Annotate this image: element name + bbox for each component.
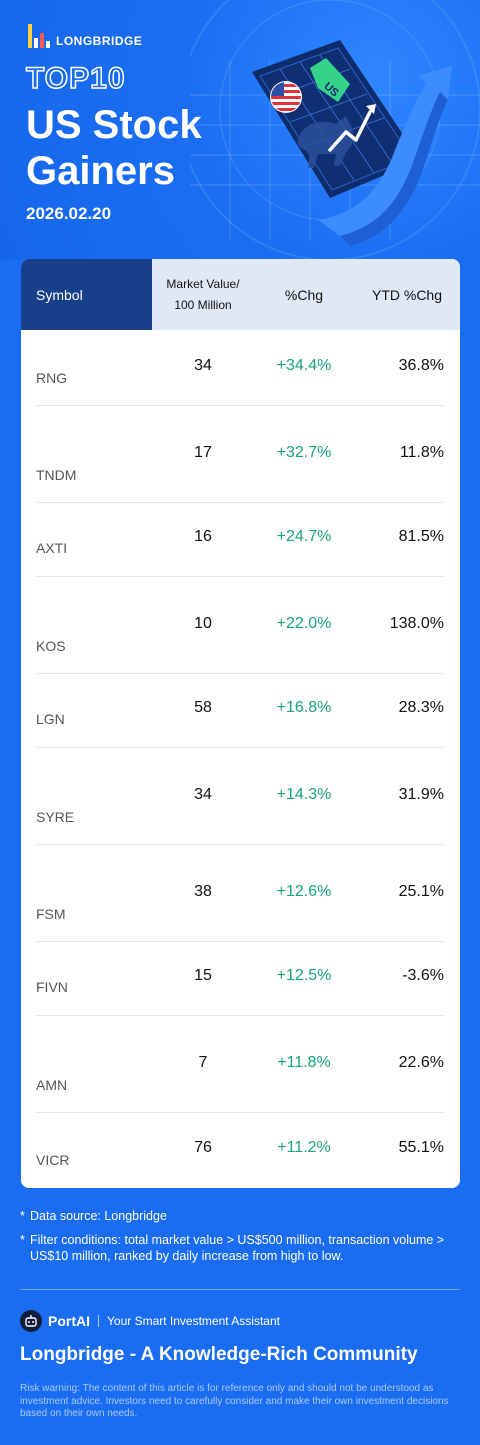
row-divider bbox=[36, 1015, 444, 1016]
gainers-table: Symbol Market Value/ 100 Million %Chg YT… bbox=[21, 259, 460, 1188]
row-ytd: 31.9% bbox=[398, 786, 444, 803]
row-chg: +32.7% bbox=[276, 444, 332, 461]
row-divider bbox=[36, 576, 444, 577]
row-symbol: TNDM bbox=[36, 467, 77, 483]
row-ytd: 28.3% bbox=[398, 699, 444, 716]
row-ytd: 22.6% bbox=[398, 1054, 444, 1071]
portai-name: PortAI bbox=[48, 1313, 90, 1329]
row-divider bbox=[36, 941, 444, 942]
table-row: KOS 10 +22.0% 138.0% bbox=[21, 577, 460, 674]
row-divider bbox=[36, 405, 444, 406]
row-chg: +24.7% bbox=[276, 528, 332, 545]
table-row: FIVN 15 +12.5% -3.6% bbox=[21, 942, 460, 1016]
brand: LONGBRIDGE bbox=[28, 24, 142, 48]
row-market-value: 15 bbox=[194, 967, 212, 984]
row-symbol: FSM bbox=[36, 906, 66, 922]
row-market-value: 58 bbox=[194, 699, 212, 716]
row-ytd: 81.5% bbox=[398, 528, 444, 545]
row-chg: +12.6% bbox=[276, 883, 332, 900]
row-chg: +22.0% bbox=[276, 615, 332, 632]
table-row: SYRE 34 +14.3% 31.9% bbox=[21, 748, 460, 845]
filter-conditions-note: * Filter conditions: total market value >… bbox=[20, 1233, 445, 1263]
row-ytd: 36.8% bbox=[398, 357, 444, 374]
rising-ribbon bbox=[318, 66, 452, 246]
column-header-ytd: YTD %Chg bbox=[371, 286, 443, 303]
row-symbol: RNG bbox=[36, 370, 68, 386]
row-chg: +16.8% bbox=[276, 699, 332, 716]
table-row: LGN 58 +16.8% 28.3% bbox=[21, 674, 460, 748]
portai-banner[interactable]: PortAI Your Smart Investment Assistant bbox=[20, 1310, 280, 1332]
row-market-value: 76 bbox=[194, 1139, 212, 1156]
risk-warning: Risk warning: The content of this articl… bbox=[20, 1383, 449, 1419]
row-chg: +12.5% bbox=[276, 967, 332, 984]
brand-name: LONGBRIDGE bbox=[56, 34, 143, 48]
community-slogan: Longbridge - A Knowledge-Rich Community bbox=[20, 1344, 418, 1365]
row-ytd: 11.8% bbox=[399, 444, 444, 461]
row-ytd: -3.6% bbox=[402, 967, 444, 984]
up-arrow-icon bbox=[328, 104, 376, 152]
table-row: RNG 34 +34.4% 36.8% bbox=[21, 330, 460, 406]
row-market-value: 38 bbox=[194, 883, 212, 900]
bull-icon bbox=[297, 116, 354, 168]
portai-tagline: Your Smart Investment Assistant bbox=[107, 1314, 280, 1328]
table-header: Symbol Market Value/ 100 Million %Chg YT… bbox=[21, 259, 460, 330]
row-ytd: 55.1% bbox=[398, 1139, 444, 1156]
column-header-symbol: Symbol bbox=[21, 259, 152, 330]
row-ytd: 25.1% bbox=[398, 883, 444, 900]
row-symbol: FIVN bbox=[36, 979, 68, 995]
hero-illustration: US bbox=[190, 0, 480, 260]
title-line-2: Gainers bbox=[26, 149, 175, 193]
row-chg: +14.3% bbox=[276, 786, 332, 803]
row-symbol: LGN bbox=[36, 711, 65, 727]
column-header-market-value: Market Value/ 100 Million bbox=[166, 276, 240, 312]
row-market-value: 34 bbox=[194, 786, 212, 803]
table-row: FSM 38 +12.6% 25.1% bbox=[21, 845, 460, 942]
row-divider bbox=[36, 844, 444, 845]
row-ytd: 138.0% bbox=[389, 615, 444, 632]
row-market-value: 34 bbox=[194, 357, 212, 374]
row-divider bbox=[36, 502, 444, 503]
row-market-value: 7 bbox=[198, 1054, 208, 1071]
footnotes: * Data source: Longbridge * Filter conditi… bbox=[20, 1208, 460, 1272]
portai-icon bbox=[20, 1310, 42, 1332]
table-row: AXTI 16 +24.7% 81.5% bbox=[21, 503, 460, 577]
hero-banner: LONGBRIDGE TOP10 US Stock Gainers 2026.0… bbox=[0, 0, 480, 260]
row-chg: +11.8% bbox=[277, 1054, 331, 1071]
row-divider bbox=[36, 747, 444, 748]
table-row: VICR 76 +11.2% 55.1% bbox=[21, 1113, 460, 1188]
row-chg: +34.4% bbox=[276, 357, 332, 374]
row-market-value: 17 bbox=[194, 444, 212, 461]
row-market-value: 16 bbox=[194, 528, 212, 545]
page-title: US Stock Gainers bbox=[26, 102, 202, 194]
data-source-note: * Data source: Longbridge bbox=[20, 1209, 167, 1223]
table-row: TNDM 17 +32.7% 11.8% bbox=[21, 406, 460, 503]
row-market-value: 10 bbox=[194, 615, 212, 632]
row-symbol: KOS bbox=[36, 638, 66, 654]
row-symbol: VICR bbox=[36, 1152, 70, 1168]
row-chg: +11.2% bbox=[277, 1139, 331, 1156]
row-symbol: SYRE bbox=[36, 809, 75, 825]
row-divider bbox=[36, 673, 444, 674]
column-header-chg: %Chg bbox=[284, 286, 324, 303]
us-flag-icon bbox=[270, 81, 302, 113]
row-divider bbox=[36, 1112, 444, 1113]
top10-label: TOP10 bbox=[25, 61, 126, 96]
report-date: 2026.02.20 bbox=[26, 204, 112, 223]
longbridge-logo-icon bbox=[28, 24, 50, 48]
footer-divider bbox=[20, 1289, 460, 1290]
row-symbol: AXTI bbox=[36, 540, 68, 556]
row-symbol: AMN bbox=[36, 1077, 68, 1093]
table-row: AMN 7 +11.8% 22.6% bbox=[21, 1016, 460, 1113]
title-line-1: US Stock bbox=[26, 103, 202, 147]
portai-separator bbox=[98, 1315, 99, 1327]
